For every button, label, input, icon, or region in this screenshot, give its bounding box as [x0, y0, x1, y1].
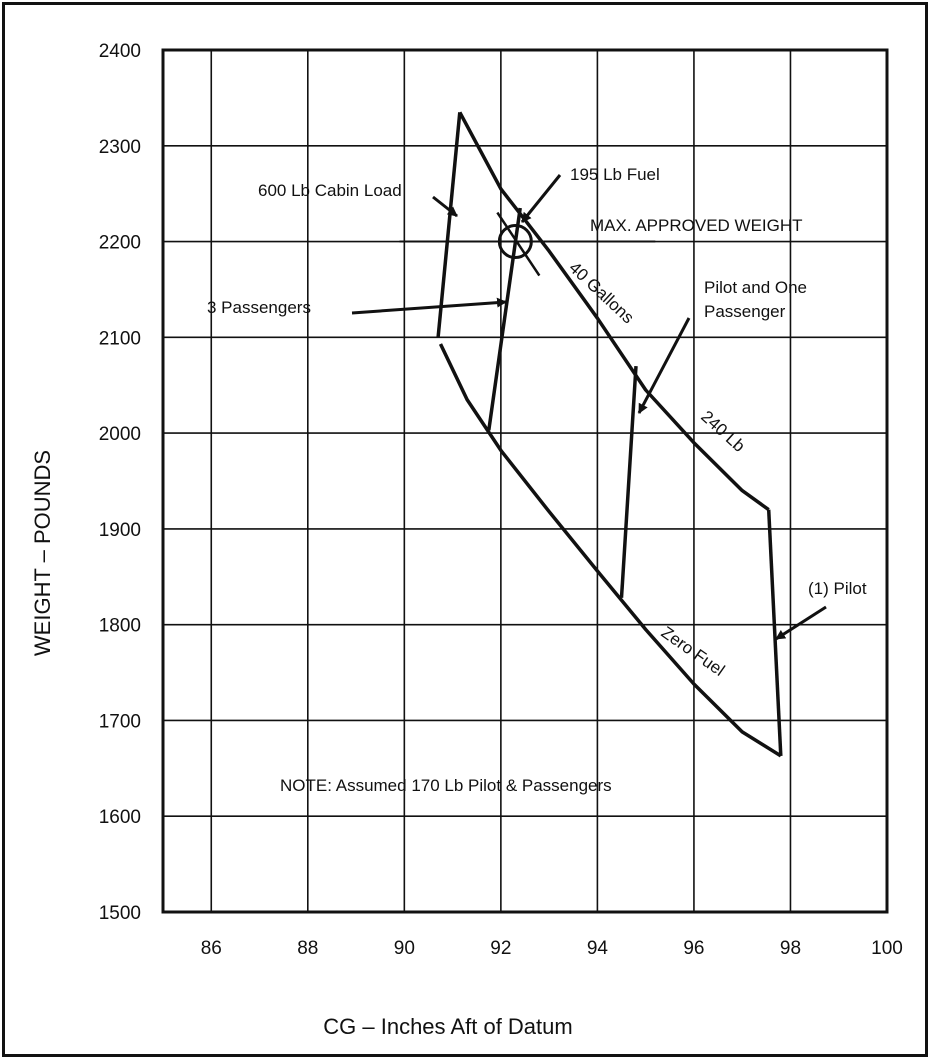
y-tick-label: 1800 — [99, 616, 141, 637]
y-tick-label: 1700 — [99, 711, 141, 732]
tick-labels: 86 88 90 92 94 96 98 100 1500 1600 1700 1800 1900 200… — [99, 41, 903, 959]
x-tick-label: 98 — [780, 938, 801, 959]
pilot-one-arrow — [637, 317, 691, 414]
series-lines — [436, 111, 783, 758]
series-zero-fuel — [438, 343, 782, 758]
series-line — [766, 509, 783, 756]
y-tick-label: 2100 — [99, 328, 141, 349]
note-label: NOTE: Assumed 170 Lb Pilot & Passengers — [280, 776, 612, 795]
fuel-195-label: 195 Lb Fuel — [570, 165, 660, 184]
y-tick-label: 2000 — [99, 424, 141, 445]
x-tick-label: 92 — [490, 938, 511, 959]
y-tick-label: 1600 — [99, 807, 141, 828]
lb240-label: 240 Lb — [697, 407, 748, 456]
y-tick-label: 1500 — [99, 903, 141, 924]
fuel-195-tick — [496, 211, 541, 277]
y-tick-label: 2300 — [99, 137, 141, 158]
zero-fuel-label: Zero Fuel — [658, 623, 728, 680]
x-tick-label: 94 — [587, 938, 609, 959]
passengers3-label: 3 Passengers — [207, 298, 311, 317]
x-tick-label: 86 — [201, 938, 222, 959]
y-tick-label: 1900 — [99, 520, 141, 541]
y-tick-label: 2200 — [99, 233, 141, 254]
pilot-one-label-line2: Passenger — [704, 302, 786, 321]
annotation-arrows — [351, 174, 827, 641]
x-tick-label: 96 — [683, 938, 704, 959]
max-weight-label: MAX. APPROVED WEIGHT — [590, 216, 803, 235]
pilot-arrow — [775, 605, 827, 641]
x-axis-label: CG – Inches Aft of Datum — [323, 1014, 572, 1039]
cabin-load-label: 600 Lb Cabin Load — [258, 181, 402, 200]
x-tick-label: 88 — [297, 938, 318, 959]
series-line — [487, 207, 522, 431]
pilot-one-label-line1: Pilot and One — [704, 278, 807, 297]
fuel-195-arrow — [520, 174, 562, 223]
passengers3-arrow — [351, 297, 507, 315]
x-tick-label: 90 — [394, 938, 415, 959]
pilot-label: (1) Pilot — [808, 579, 867, 598]
plot-area — [161, 48, 889, 914]
x-tick-label: 100 — [871, 938, 903, 959]
cabin-load-arrow — [432, 195, 458, 218]
series-240-lb — [458, 111, 770, 512]
series-line — [619, 365, 638, 598]
y-tick-label: 2400 — [99, 41, 141, 62]
annotation-labels: 600 Lb Cabin Load 195 Lb Fuel MAX. APPRO… — [207, 165, 867, 795]
loading-point-circle — [497, 224, 533, 260]
series-line — [436, 112, 462, 338]
gallons-label: 40 Gallons — [565, 258, 637, 327]
y-axis-label: WEIGHT – POUNDS — [30, 450, 55, 656]
overlay — [399, 211, 656, 277]
